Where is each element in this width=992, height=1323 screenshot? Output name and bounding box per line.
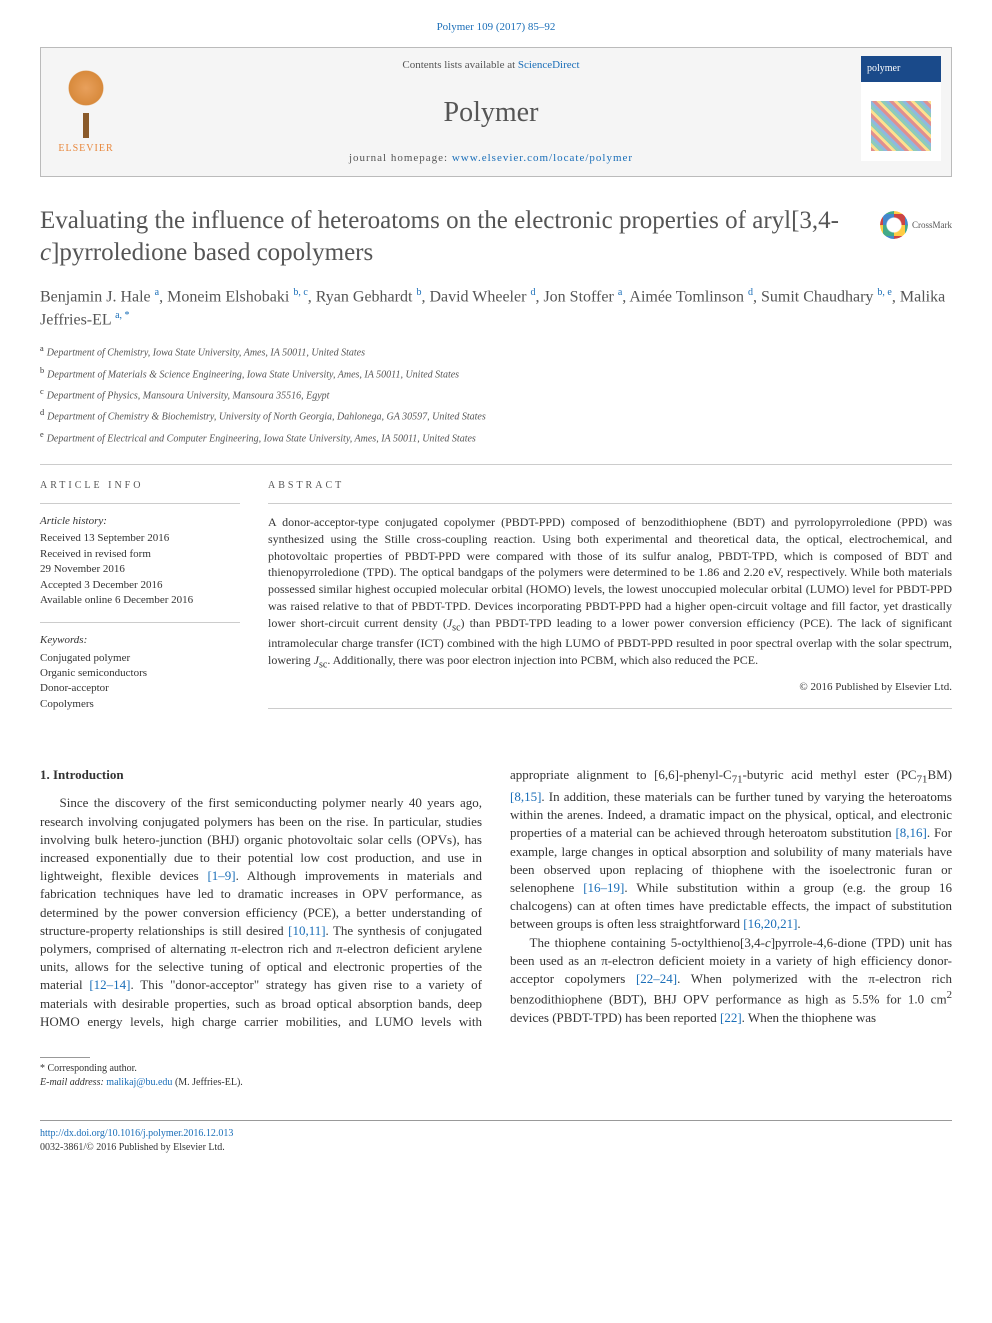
affiliation-c: cDepartment of Physics, Mansoura Univers… — [40, 386, 952, 403]
keywords-label: Keywords: — [40, 633, 240, 648]
ref-link[interactable]: [16–19] — [583, 880, 624, 895]
article-info-head: ARTICLE INFO — [40, 479, 240, 493]
footer: http://dx.doi.org/10.1016/j.polymer.2016… — [40, 1120, 952, 1155]
ref-link[interactable]: [8,16] — [895, 825, 926, 840]
contents-prefix: Contents lists available at — [402, 59, 517, 71]
ref-link[interactable]: [1–9] — [207, 868, 235, 883]
history-line: Accepted 3 December 2016 — [40, 578, 240, 593]
abstract-head: ABSTRACT — [268, 479, 952, 493]
ref-link[interactable]: [8,15] — [510, 789, 541, 804]
issn-copyright: 0032-3861/© 2016 Published by Elsevier L… — [40, 1141, 952, 1155]
keyword: Copolymers — [40, 697, 240, 712]
ref-link[interactable]: [10,11] — [288, 923, 325, 938]
affiliation-a: aDepartment of Chemistry, Iowa State Uni… — [40, 343, 952, 360]
body-paragraph: The thiophene containing 5-octylthieno[3… — [510, 934, 952, 1027]
divider — [40, 503, 240, 504]
ref-link[interactable]: [16,20,21] — [743, 916, 797, 931]
history-label: Article history: — [40, 514, 240, 529]
corr-label: * Corresponding author. — [40, 1062, 450, 1076]
crossmark-icon — [880, 211, 908, 239]
homepage-prefix: journal homepage: — [349, 152, 452, 164]
affiliations: aDepartment of Chemistry, Iowa State Uni… — [40, 343, 952, 446]
corr-email-who: (M. Jeffries-EL). — [175, 1077, 243, 1088]
article-title: Evaluating the influence of heteroatoms … — [40, 205, 860, 268]
corr-email-link[interactable]: malikaj@bu.edu — [106, 1077, 172, 1088]
cover-thumbnail-icon — [861, 56, 941, 161]
history-line: Received 13 September 2016 — [40, 531, 240, 546]
ref-link[interactable]: [22–24] — [636, 971, 677, 986]
homepage-line: journal homepage: www.elsevier.com/locat… — [349, 151, 633, 166]
crossmark-label: CrossMark — [912, 219, 952, 232]
header-center: Contents lists available at ScienceDirec… — [131, 48, 851, 176]
body-text: 1. Introduction Since the discovery of t… — [40, 766, 952, 1031]
journal-cover — [851, 48, 951, 176]
affiliation-d: dDepartment of Chemistry & Biochemistry,… — [40, 407, 952, 424]
history-line: Available online 6 December 2016 — [40, 593, 240, 608]
citation-line: Polymer 109 (2017) 85–92 — [40, 20, 952, 35]
homepage-link[interactable]: www.elsevier.com/locate/polymer — [452, 152, 633, 164]
section-head-introduction: 1. Introduction — [40, 766, 482, 784]
affiliation-b: bDepartment of Materials & Science Engin… — [40, 365, 952, 382]
elsevier-logo: ELSEVIER — [41, 48, 131, 176]
affiliation-e: eDepartment of Electrical and Computer E… — [40, 429, 952, 446]
authors-line: Benjamin J. Hale a, Moneim Elshobaki b, … — [40, 286, 952, 331]
divider — [268, 708, 952, 709]
keyword: Conjugated polymer — [40, 651, 240, 666]
history-line: Received in revised form — [40, 547, 240, 562]
article-info: ARTICLE INFO Article history: Received 1… — [40, 479, 240, 726]
divider — [40, 622, 240, 623]
corr-email-label: E-mail address: — [40, 1077, 104, 1088]
contents-lists-line: Contents lists available at ScienceDirec… — [402, 58, 579, 73]
ref-link[interactable]: [12–14] — [89, 977, 130, 992]
abstract-copyright: © 2016 Published by Elsevier Ltd. — [268, 680, 952, 695]
history-line: 29 November 2016 — [40, 562, 240, 577]
keyword: Donor-acceptor — [40, 681, 240, 696]
divider — [40, 1057, 90, 1058]
corresponding-author-note: * Corresponding author. E-mail address: … — [40, 1051, 450, 1090]
elsevier-tree-icon — [56, 68, 116, 138]
abstract-block: ABSTRACT A donor-acceptor-type conjugate… — [268, 479, 952, 726]
elsevier-label: ELSEVIER — [58, 142, 113, 156]
keywords-block: Keywords: Conjugated polymer Organic sem… — [40, 633, 240, 712]
abstract-text: A donor-acceptor-type conjugated copolym… — [268, 514, 952, 672]
journal-header: ELSEVIER Contents lists available at Sci… — [40, 47, 952, 177]
doi-link[interactable]: http://dx.doi.org/10.1016/j.polymer.2016… — [40, 1128, 233, 1139]
divider — [268, 503, 952, 504]
ref-link[interactable]: [22] — [720, 1010, 742, 1025]
divider — [40, 464, 952, 465]
journal-name: Polymer — [444, 93, 539, 132]
keyword: Organic semiconductors — [40, 666, 240, 681]
article-history: Article history: Received 13 September 2… — [40, 514, 240, 608]
info-abstract-row: ARTICLE INFO Article history: Received 1… — [40, 479, 952, 726]
crossmark-badge[interactable]: CrossMark — [880, 211, 952, 239]
sciencedirect-link[interactable]: ScienceDirect — [518, 59, 580, 71]
corr-email-line: E-mail address: malikaj@bu.edu (M. Jeffr… — [40, 1076, 450, 1090]
